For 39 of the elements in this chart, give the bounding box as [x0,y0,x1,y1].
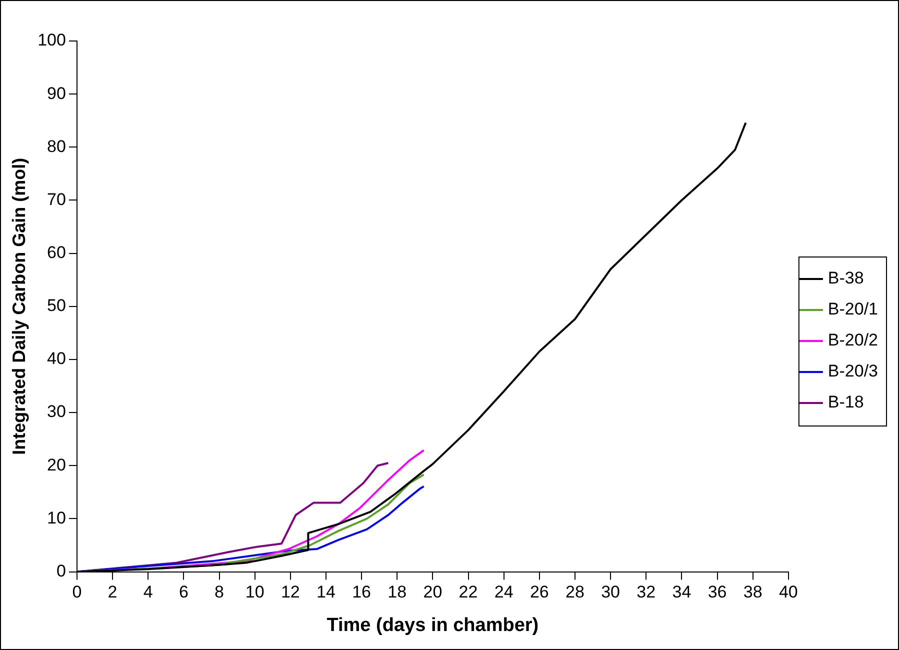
x-axis-title: Time (days in chamber) [326,614,539,636]
x-tick-label: 2 [108,582,118,602]
x-tick-label: 28 [566,582,584,602]
y-tick-label: 0 [56,561,66,580]
y-axis-title: Integrated Daily Carbon Gain (mol) [8,158,29,455]
x-tick-label: 12 [280,582,300,602]
y-tick-label: 50 [47,296,66,316]
y-tick-label: 20 [47,455,66,474]
x-tick-label: 38 [743,582,762,602]
x-tick-label: 40 [778,582,798,602]
x-tick-label: 30 [601,582,620,602]
x-tick-label: 6 [178,582,188,602]
legend-label: B-38 [828,268,864,288]
y-tick-label: 70 [47,190,66,209]
legend-label: B-20/3 [828,362,878,381]
y-tick-label: 80 [47,136,66,156]
y-tick-label: 100 [38,30,66,50]
y-tick-label: 60 [47,243,66,262]
x-tick-label: 8 [214,582,224,602]
x-tick-label: 16 [352,582,372,602]
x-tick-label: 34 [672,582,692,602]
x-tick-label: 10 [245,582,264,602]
legend-label: B-20/1 [828,300,878,319]
x-tick-label: 4 [143,582,153,602]
y-tick-label: 90 [47,84,66,103]
y-tick-label: 40 [47,349,66,368]
x-tick-label: 26 [530,582,549,602]
x-tick-label: 24 [494,582,514,602]
x-tick-label: 32 [636,582,656,602]
x-tick-label: 36 [708,582,727,602]
legend-label: B-20/2 [828,330,878,350]
x-tick-label: 22 [458,582,478,602]
legend-label: B-18 [828,392,864,412]
x-tick-label: 0 [72,582,82,602]
x-tick-label: 20 [423,582,442,602]
x-tick-label: 18 [388,582,407,602]
y-tick-label: 30 [47,402,66,422]
x-tick-label: 14 [316,582,336,602]
y-tick-label: 10 [47,508,66,528]
